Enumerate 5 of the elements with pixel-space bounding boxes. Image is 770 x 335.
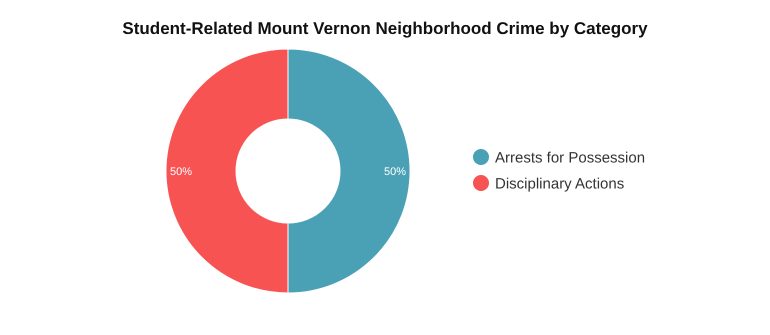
chart-title: Student-Related Mount Vernon Neighborhood Crime by Category	[122, 19, 648, 38]
data-label: 50%	[384, 166, 406, 178]
legend-label: Arrests for Possession	[495, 149, 646, 166]
data-label: 50%	[170, 166, 192, 178]
legend-label: Disciplinary Actions	[495, 175, 624, 192]
